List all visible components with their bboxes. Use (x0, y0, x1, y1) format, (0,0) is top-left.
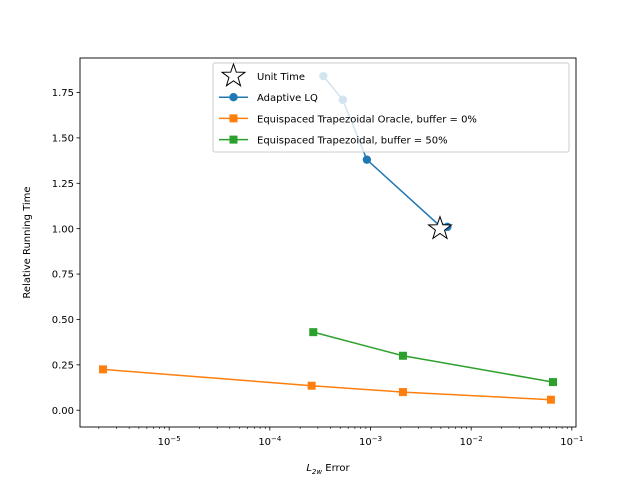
data-point (398, 388, 407, 397)
data-point (546, 395, 555, 404)
legend-marker (229, 114, 238, 123)
legend-entry-1: Adaptive LQ (219, 93, 318, 104)
x-tick-label: 10−3 (359, 435, 382, 448)
legend-entry-2: Equispaced Trapezoidal Oracle, buffer = … (219, 114, 477, 125)
legend-marker (229, 135, 238, 144)
legend-entry-3: Equispaced Trapezoidal, buffer = 50% (219, 135, 448, 147)
y-tick-label: 1.25 (52, 179, 74, 190)
series-2 (309, 328, 558, 387)
x-tick-label: 10−5 (158, 435, 181, 448)
legend-label: Unit Time (257, 72, 305, 83)
x-tick-label: 10−2 (460, 435, 483, 448)
legend-box (212, 62, 570, 153)
y-tick-label: 0.00 (52, 406, 74, 417)
y-axis-label: Relative Running Time (22, 186, 33, 298)
x-tick-label: 10−4 (258, 435, 282, 448)
data-point (307, 381, 316, 390)
data-point (362, 155, 372, 164)
unit-time-star (427, 215, 453, 240)
legend: Unit Time Adaptive LQ Equispaced Trapezoid… (212, 62, 570, 153)
data-point (98, 365, 107, 374)
series-1 (98, 365, 555, 404)
y-tick-label: 0.50 (52, 315, 74, 326)
legend-label: Equispaced Trapezoidal, buffer = 50% (257, 136, 448, 147)
y-tick-label: 1.50 (52, 133, 74, 144)
legend-entry-0: Unit Time (220, 62, 305, 87)
series-line (102, 368, 551, 401)
y-tick-label: 0.25 (52, 360, 74, 371)
data-point (398, 351, 407, 360)
data-point (549, 378, 558, 387)
legend-label: Equispaced Trapezoidal Oracle, buffer = … (257, 114, 477, 125)
axes-frame (79, 57, 577, 428)
legend-star-icon (220, 62, 247, 87)
legend-marker (229, 93, 238, 102)
axes: 10−5 10−4 10−3 10−2 10−1 0.00 0.25 0.50 0.75 1.00… (22, 57, 583, 476)
data-point (309, 328, 318, 337)
y-tick-label: 0.75 (52, 270, 74, 281)
y-tick-label: 1.75 (52, 88, 74, 99)
legend-label: Adaptive LQ (257, 93, 318, 104)
y-tick-label: 1.00 (52, 224, 74, 235)
x-tick-label: 10−1 (560, 435, 583, 448)
x-axis-label: L2w Error (306, 463, 350, 476)
